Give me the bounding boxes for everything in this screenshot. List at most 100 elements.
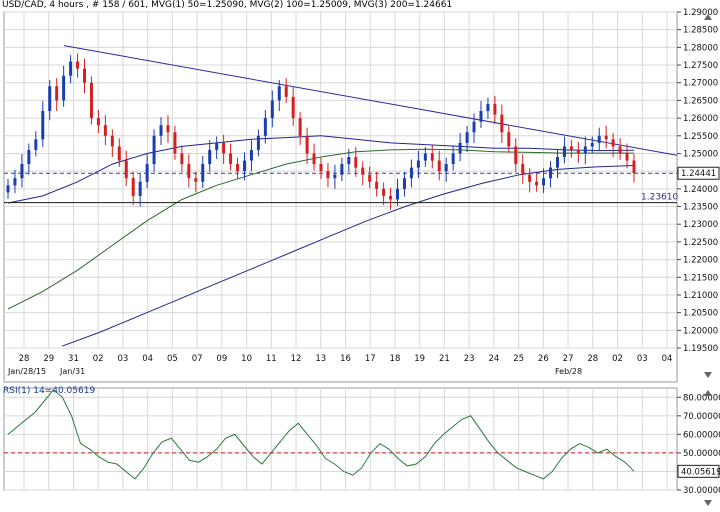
last-price-label: 1.24441 <box>681 169 716 179</box>
candle-up <box>486 103 490 112</box>
scroll-up-icon <box>704 14 712 20</box>
candle-down <box>298 118 302 136</box>
candle-up <box>69 61 73 76</box>
candle-down <box>55 86 59 101</box>
candle-down <box>569 146 573 150</box>
candle-down <box>291 96 295 119</box>
candle-down <box>604 135 608 140</box>
rsi-tick-label: 50.00000 <box>683 449 720 459</box>
candle-down <box>430 153 434 161</box>
candle-up <box>215 142 219 150</box>
candle-down <box>229 153 233 165</box>
rsi-value-box <box>677 464 720 478</box>
mvg1-label: MVG(1) 50=1.25090 <box>151 0 244 10</box>
rsi-scroll-down-icon <box>704 500 712 506</box>
time-tick-label: 21 <box>439 354 450 364</box>
mvg2-label: MVG(2) 100=1.25009 <box>249 0 349 10</box>
ma50-line <box>7 135 635 204</box>
candle-up <box>277 86 281 101</box>
chart-header: USD/CAD, 4 hours , # 158 / 601, MVG(1) 5… <box>2 0 452 10</box>
candle-up <box>416 160 420 168</box>
candle-up <box>347 157 351 165</box>
candle-down <box>305 135 309 154</box>
time-tick-label: 28 <box>19 354 30 364</box>
candle-down <box>528 174 532 182</box>
price-tick-label: 1.26000 <box>683 114 718 124</box>
candle-up <box>41 111 45 140</box>
price-panel-frame <box>3 11 678 349</box>
time-tick-label: 28 <box>587 354 598 364</box>
candle-up <box>555 157 559 168</box>
header-sep: , <box>43 0 50 10</box>
descending-trendline <box>63 45 678 156</box>
support-level-label: 1.23610 <box>641 193 678 203</box>
time-tick-label: 16 <box>340 354 351 364</box>
rsi-tick-label: 60.00000 <box>683 430 720 440</box>
time-tick-label: 04 <box>142 354 153 364</box>
candle-down <box>514 146 518 165</box>
price-tick-label: 1.29000 <box>683 8 718 18</box>
candle-up <box>249 149 253 161</box>
price-tick-label: 1.22500 <box>683 238 718 248</box>
candle-up <box>270 100 274 119</box>
time-tick-label: 09 <box>216 354 227 364</box>
time-tick-label: 03 <box>118 354 129 364</box>
candle-up <box>20 164 24 179</box>
candle-up <box>423 153 427 161</box>
candle-down <box>437 160 441 172</box>
candle-up <box>256 135 260 150</box>
candle-up <box>451 153 455 165</box>
price-tick-label: 1.20500 <box>683 309 718 319</box>
candle-up <box>333 174 337 179</box>
candle-down <box>361 167 365 175</box>
time-tick-label: 23 <box>464 354 475 364</box>
candle-down <box>625 153 629 161</box>
candle-down <box>493 103 497 115</box>
price-tick-label: 1.25000 <box>683 149 718 159</box>
candle-down <box>187 164 191 179</box>
time-tick-label: 12 <box>291 354 302 364</box>
time-tick-label: 04 <box>662 354 673 364</box>
candle-up <box>542 178 546 186</box>
candle-up <box>590 142 594 147</box>
time-tick-label: 10 <box>241 354 252 364</box>
rsi-panel-frame <box>3 387 678 491</box>
candle-up <box>458 142 462 154</box>
price-tick-label: 1.23500 <box>683 203 718 213</box>
price-tick-label: 1.28500 <box>683 26 718 36</box>
candle-down <box>507 132 511 147</box>
candle-up <box>48 86 52 112</box>
candle-down <box>618 146 622 154</box>
candle-down <box>103 125 107 136</box>
candle-up <box>62 75 66 101</box>
ma200-line <box>61 165 635 347</box>
time-tick-label: 07 <box>192 354 203 364</box>
rsi-line <box>7 389 635 480</box>
candle-up <box>34 139 38 150</box>
header-sep: , <box>145 0 152 10</box>
ma100-line <box>7 148 634 310</box>
candle-down <box>611 139 615 147</box>
time-tick-label: 17 <box>365 354 376 364</box>
time-tick-label: 25 <box>513 354 524 364</box>
price-tick-label: 1.27500 <box>683 61 718 71</box>
candle-up <box>208 149 212 165</box>
time-tick-label: 02 <box>93 354 104 364</box>
candle-up <box>472 121 476 133</box>
time-tick-label: 02 <box>612 354 623 364</box>
last-price-box <box>677 166 720 180</box>
candle-down <box>382 188 386 196</box>
candle-down <box>117 146 121 161</box>
rsi-value-label: 40.05619 <box>681 467 720 477</box>
candle-up <box>597 135 601 143</box>
candle-up <box>402 178 406 189</box>
header-sep: , <box>348 0 354 10</box>
candle-up <box>396 188 400 200</box>
time-tick-label: 26 <box>538 354 549 364</box>
month-label: Jan/31 <box>59 367 85 376</box>
price-tick-label: 1.21000 <box>683 291 718 301</box>
candle-up <box>152 135 156 165</box>
rsi-scroll-up-icon <box>704 390 712 396</box>
candle-up <box>444 164 448 172</box>
